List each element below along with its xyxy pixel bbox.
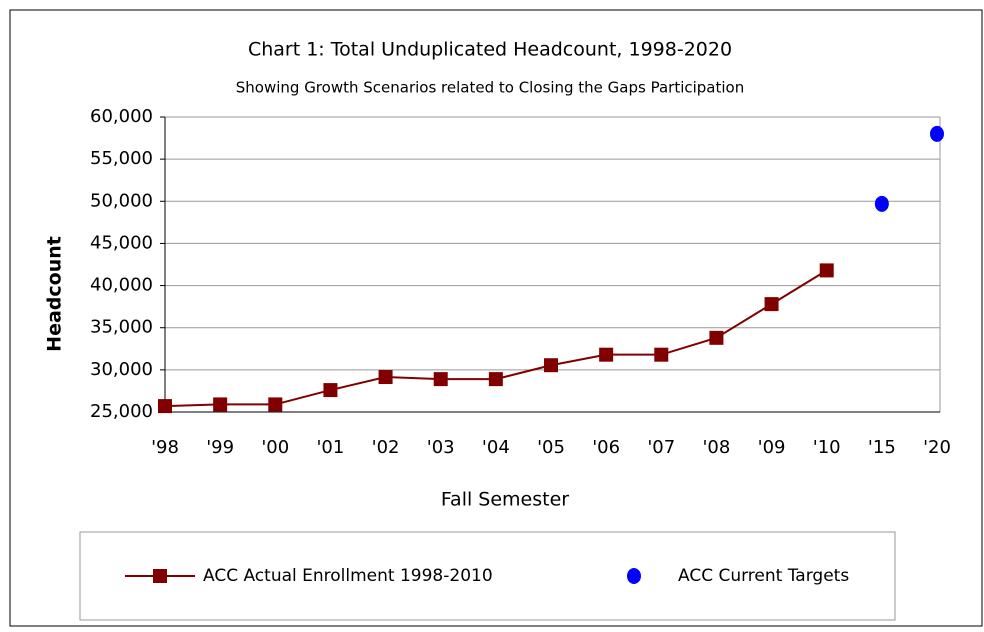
x-tick-label: '00	[261, 437, 289, 458]
y-tick-label: 50,000	[90, 190, 153, 211]
y-tick-label: 30,000	[90, 359, 153, 380]
y-tick-label: 35,000	[90, 317, 153, 338]
data-point	[819, 263, 834, 278]
x-tick-label: '05	[537, 437, 565, 458]
x-tick-label: '20	[923, 437, 951, 458]
data-point	[764, 297, 779, 312]
chart-title: Chart 1: Total Unduplicated Headcount, 1…	[248, 39, 732, 61]
x-tick-label: '02	[372, 437, 400, 458]
x-tick-label: '06	[592, 437, 620, 458]
data-point	[930, 125, 944, 142]
data-point	[654, 347, 669, 362]
legend-marker	[153, 569, 167, 583]
y-tick-label: 60,000	[90, 106, 153, 127]
data-point	[544, 358, 558, 373]
y-tick-label: 40,000	[90, 275, 153, 296]
y-tick-label: 55,000	[90, 148, 153, 169]
data-point	[709, 330, 724, 345]
x-tick-label: '07	[647, 437, 675, 458]
data-point	[213, 397, 228, 412]
chart-subtitle: Showing Growth Scenarios related to Clos…	[236, 79, 744, 97]
data-point	[874, 195, 889, 212]
x-axis-label: Fall Semester	[441, 489, 569, 511]
x-tick-label: '08	[702, 437, 730, 458]
chart-border	[9, 9, 983, 627]
x-tick-label: '98	[151, 437, 179, 458]
data-point	[268, 397, 283, 412]
data-point	[158, 399, 172, 414]
x-tick-label: '15	[868, 437, 896, 458]
data-point	[488, 372, 503, 387]
legend-box	[79, 531, 896, 621]
y-tick-label: 45,000	[90, 232, 153, 253]
legend-label: ACC Current Targets	[678, 566, 849, 586]
x-tick-label: '01	[316, 437, 344, 458]
data-point	[323, 383, 338, 398]
x-tick-label: '09	[758, 437, 786, 458]
y-tick-label: 25,000	[90, 401, 153, 422]
x-tick-label: '04	[482, 437, 510, 458]
x-tick-label: '03	[427, 437, 455, 458]
x-tick-label: '10	[813, 437, 841, 458]
y-axis-label: Headcount	[44, 236, 66, 352]
data-point	[599, 347, 614, 362]
x-tick-label: '99	[206, 437, 234, 458]
data-point	[433, 372, 448, 387]
legend-label: ACC Actual Enrollment 1998-2010	[203, 566, 493, 586]
data-point	[378, 370, 393, 385]
legend-marker	[627, 568, 641, 584]
